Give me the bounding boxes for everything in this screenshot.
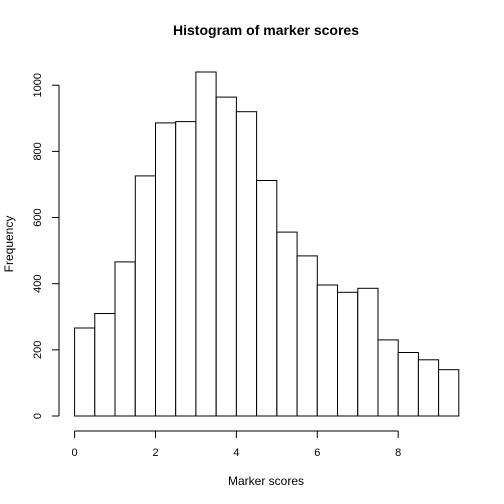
histogram-bar	[438, 369, 460, 417]
histogram-bar	[195, 71, 217, 417]
histogram-bar	[276, 231, 298, 417]
histogram-bar	[256, 180, 278, 417]
histogram-bar	[134, 175, 157, 417]
y-tick-label: 400	[32, 275, 44, 293]
x-tick-label: 4	[233, 447, 239, 459]
histogram-bar	[175, 121, 197, 417]
bars-group	[74, 71, 460, 417]
histogram-bar	[215, 96, 237, 417]
histogram-bar	[337, 291, 359, 417]
y-tick-label: 200	[32, 341, 44, 359]
x-axis: 0 2 4 6 8	[72, 430, 401, 459]
y-axis-label: Frequency	[2, 216, 16, 273]
histogram-bar	[114, 261, 136, 417]
x-tick-label: 2	[152, 447, 158, 459]
histogram-bar	[377, 339, 399, 417]
y-tick-label: 0	[32, 413, 44, 419]
histogram-bar	[316, 284, 338, 417]
histogram-bar	[417, 359, 440, 417]
y-tick-label: 600	[32, 208, 44, 226]
x-tick-label: 0	[72, 447, 78, 459]
histogram-bar	[94, 313, 116, 417]
histogram-bar	[397, 352, 419, 417]
histogram-bar	[74, 327, 96, 417]
x-axis-label: Marker scores	[228, 474, 304, 488]
y-tick-label: 800	[32, 142, 44, 160]
histogram-bar	[296, 255, 318, 417]
x-tick-label: 6	[314, 447, 320, 459]
histogram-bar	[357, 287, 379, 417]
histogram-bar	[155, 122, 177, 417]
y-tick-label: 1000	[32, 73, 44, 97]
histogram-bar	[235, 111, 258, 417]
chart-title: Histogram of marker scores	[173, 22, 359, 38]
x-tick-label: 8	[395, 447, 401, 459]
y-axis: 0 200 400 600 800 1000	[32, 73, 60, 419]
